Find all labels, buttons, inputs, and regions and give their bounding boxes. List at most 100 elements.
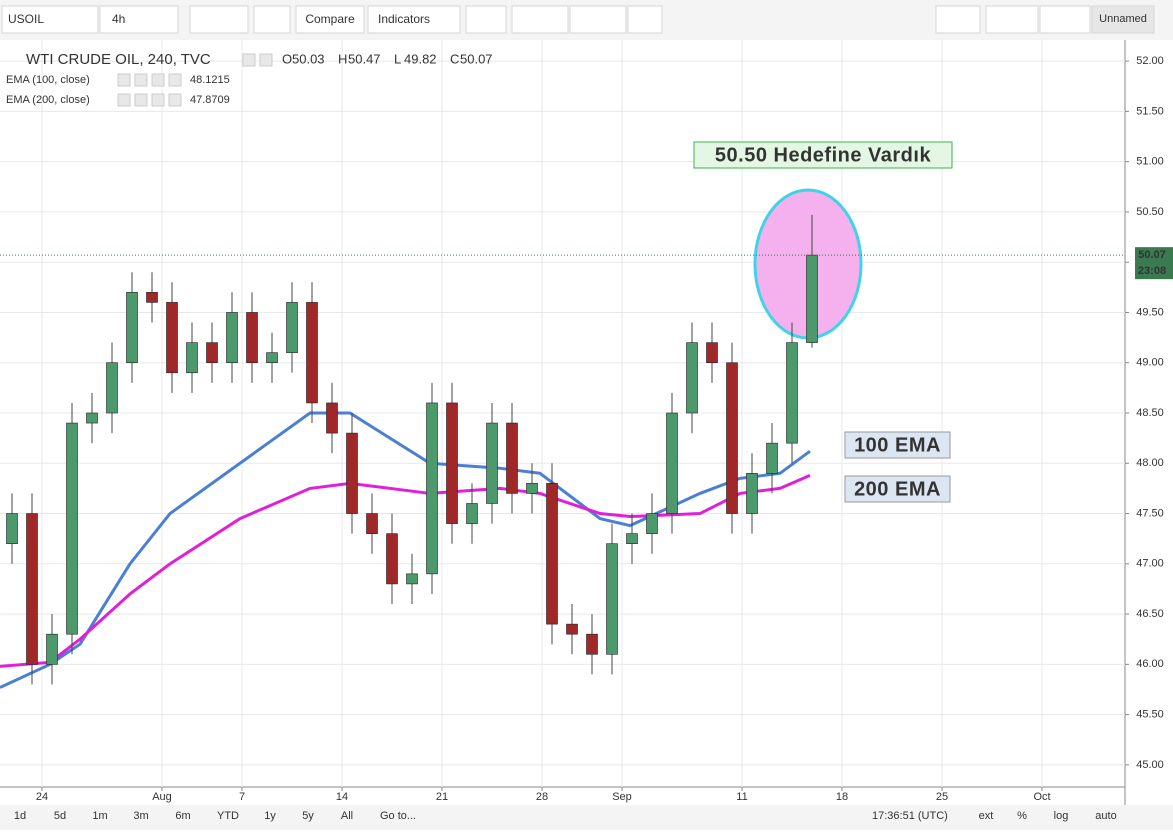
y-tick-label: 51.00 xyxy=(1136,156,1164,168)
candle-body xyxy=(506,422,518,494)
y-tick-label: 49.50 xyxy=(1136,306,1164,318)
x-tick-label: Sep xyxy=(612,791,632,803)
range-button[interactable]: 1y xyxy=(264,810,276,822)
range-button[interactable]: All xyxy=(341,810,353,822)
goto-button[interactable]: Go to... xyxy=(380,810,416,822)
candle-body xyxy=(766,442,778,474)
y-tick-label: 51.50 xyxy=(1136,105,1164,117)
legend-value: 48.1215 xyxy=(190,74,230,86)
legend-icon xyxy=(168,73,182,87)
layout-name[interactable]: Unnamed xyxy=(1099,13,1147,25)
layout-button[interactable] xyxy=(935,5,981,34)
candle-body xyxy=(406,573,418,585)
range-button[interactable]: 3m xyxy=(133,810,148,822)
interval[interactable]: 4h xyxy=(112,12,125,26)
x-tick-label: 14 xyxy=(336,791,348,803)
last-price-tag xyxy=(1135,247,1173,280)
candle-body xyxy=(526,483,538,494)
candle-body xyxy=(266,352,278,364)
indicators-button[interactable] xyxy=(367,5,461,34)
y-tick-label: 45.50 xyxy=(1136,709,1164,721)
legend-icon xyxy=(117,73,131,87)
ohlc-value: 49.82 xyxy=(404,51,437,66)
range-button[interactable]: YTD xyxy=(217,810,239,822)
clock: 17:36:51 (UTC) xyxy=(872,810,948,822)
chart-type-button[interactable] xyxy=(189,5,249,34)
range-button[interactable]: 5y xyxy=(302,810,314,822)
range-button[interactable]: 1m xyxy=(92,810,107,822)
legend-icon xyxy=(168,93,182,107)
y-tick-label: 47.50 xyxy=(1136,507,1164,519)
x-tick-label: 28 xyxy=(536,791,548,803)
legend-icon xyxy=(151,73,165,87)
annotation: 200 EMA xyxy=(854,478,941,500)
candle-body xyxy=(706,342,718,364)
candle-body xyxy=(366,513,378,534)
legend-name: EMA (100, close) xyxy=(6,74,90,86)
y-tick-label: 52.00 xyxy=(1136,55,1164,67)
candle-body xyxy=(46,633,58,665)
candle-body xyxy=(166,302,178,374)
load-button[interactable] xyxy=(1039,5,1091,34)
legend-icon xyxy=(151,93,165,107)
bottom-bar xyxy=(0,805,1173,830)
symbol-box[interactable] xyxy=(1,5,99,34)
compare[interactable]: Compare xyxy=(305,12,355,26)
alert-button[interactable] xyxy=(465,5,507,34)
candle-body xyxy=(546,483,558,625)
candle-body xyxy=(806,254,818,343)
compare-button[interactable] xyxy=(295,5,365,34)
toggle-button[interactable]: % xyxy=(1017,810,1027,822)
ideas-button[interactable] xyxy=(511,5,569,34)
last-price-label: 50.07 xyxy=(1138,249,1166,261)
range-button[interactable]: 6m xyxy=(175,810,190,822)
y-tick-label: 47.00 xyxy=(1136,558,1164,570)
candle-body xyxy=(646,513,658,534)
legend-icon xyxy=(134,93,148,107)
annotation-box xyxy=(693,141,953,169)
annotation-box xyxy=(844,431,951,459)
x-tick-label: 25 xyxy=(936,791,948,803)
toggle-button[interactable]: ext xyxy=(979,810,994,822)
legend-icon xyxy=(117,93,131,107)
candle-body xyxy=(206,342,218,364)
range-button[interactable]: 1d xyxy=(14,810,26,822)
candle-body xyxy=(726,362,738,514)
ohlc-name: C xyxy=(450,51,459,66)
candle-body xyxy=(346,432,358,514)
candle-body xyxy=(126,292,138,364)
candle-body xyxy=(686,342,698,414)
annotation-box xyxy=(844,475,951,503)
layout-name-box[interactable] xyxy=(1091,5,1155,34)
y-tick-label: 50.50 xyxy=(1136,206,1164,218)
fullscreen-button[interactable] xyxy=(627,5,663,34)
symbol[interactable]: USOIL xyxy=(8,12,44,26)
range-button[interactable]: 5d xyxy=(54,810,66,822)
x-tick-label: Oct xyxy=(1033,791,1050,803)
candle-body xyxy=(186,342,198,374)
candle-body xyxy=(306,302,318,404)
plot-area xyxy=(0,40,1125,787)
legend-icon xyxy=(134,73,148,87)
toggle-button[interactable]: auto xyxy=(1095,810,1116,822)
candle-body xyxy=(326,402,338,434)
candle-body xyxy=(626,533,638,544)
undo-redo[interactable] xyxy=(569,5,627,34)
legend-name: EMA (200, close) xyxy=(6,94,90,106)
settings-button[interactable] xyxy=(253,5,291,34)
candle-body xyxy=(6,513,18,544)
indicators[interactable]: Indicators xyxy=(378,12,430,26)
legend-icon xyxy=(259,53,273,67)
x-tick-label: 11 xyxy=(736,791,747,803)
candle-body xyxy=(106,362,118,414)
legend-value: 47.8709 xyxy=(190,94,230,106)
annotation: 100 EMA xyxy=(854,434,941,456)
ohlc-name: O xyxy=(282,51,292,66)
candle-body xyxy=(286,302,298,353)
interval-box[interactable] xyxy=(99,5,179,34)
save-button[interactable] xyxy=(985,5,1039,34)
ohlc-value: 50.47 xyxy=(348,51,381,66)
x-tick-label: 7 xyxy=(239,791,245,803)
candle-body xyxy=(466,503,478,524)
toggle-button[interactable]: log xyxy=(1054,810,1069,822)
